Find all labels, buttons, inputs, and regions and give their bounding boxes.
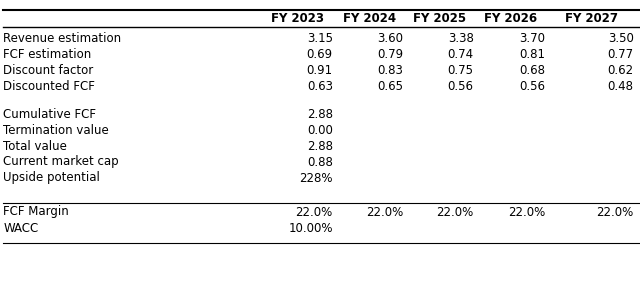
Text: Total value: Total value <box>3 139 67 152</box>
Text: 0.79: 0.79 <box>377 48 403 62</box>
Text: 0.68: 0.68 <box>519 65 545 78</box>
Text: Revenue estimation: Revenue estimation <box>3 32 122 45</box>
Text: 0.74: 0.74 <box>447 48 474 62</box>
Text: 0.83: 0.83 <box>378 65 403 78</box>
Text: FY 2023: FY 2023 <box>271 12 324 25</box>
Text: 22.0%: 22.0% <box>508 205 545 218</box>
Text: 0.88: 0.88 <box>307 155 333 168</box>
Text: 3.60: 3.60 <box>377 32 403 45</box>
Text: Termination value: Termination value <box>3 124 109 136</box>
Text: 22.0%: 22.0% <box>366 205 403 218</box>
Text: Discount factor: Discount factor <box>3 65 93 78</box>
Text: FY 2026: FY 2026 <box>484 12 538 25</box>
Text: 0.62: 0.62 <box>607 65 634 78</box>
Text: 22.0%: 22.0% <box>596 205 634 218</box>
Text: Current market cap: Current market cap <box>3 155 119 168</box>
Text: 22.0%: 22.0% <box>296 205 333 218</box>
Text: 0.69: 0.69 <box>307 48 333 62</box>
Text: 10.00%: 10.00% <box>288 221 333 235</box>
Text: 3.15: 3.15 <box>307 32 333 45</box>
Text: 0.75: 0.75 <box>447 65 474 78</box>
Text: 0.65: 0.65 <box>377 81 403 94</box>
Text: 3.38: 3.38 <box>448 32 474 45</box>
Text: 228%: 228% <box>300 171 333 185</box>
Text: 0.00: 0.00 <box>307 124 333 136</box>
Text: FY 2024: FY 2024 <box>343 12 396 25</box>
Text: 0.48: 0.48 <box>607 81 634 94</box>
Text: 2.88: 2.88 <box>307 108 333 121</box>
Text: 22.0%: 22.0% <box>436 205 474 218</box>
Text: Discounted FCF: Discounted FCF <box>3 81 95 94</box>
Text: Upside potential: Upside potential <box>3 171 100 185</box>
Text: 0.56: 0.56 <box>519 81 545 94</box>
Text: FY 2027: FY 2027 <box>565 12 618 25</box>
Text: FY 2025: FY 2025 <box>413 12 467 25</box>
Text: WACC: WACC <box>3 221 38 235</box>
Text: Cumulative FCF: Cumulative FCF <box>3 108 96 121</box>
Text: 0.63: 0.63 <box>307 81 333 94</box>
Text: 2.88: 2.88 <box>307 139 333 152</box>
Text: 0.91: 0.91 <box>307 65 333 78</box>
Text: FCF estimation: FCF estimation <box>3 48 92 62</box>
Text: 3.70: 3.70 <box>519 32 545 45</box>
Text: FCF Margin: FCF Margin <box>3 205 69 218</box>
Text: 3.50: 3.50 <box>608 32 634 45</box>
Text: 0.81: 0.81 <box>519 48 545 62</box>
Text: 0.77: 0.77 <box>607 48 634 62</box>
Text: 0.56: 0.56 <box>447 81 474 94</box>
